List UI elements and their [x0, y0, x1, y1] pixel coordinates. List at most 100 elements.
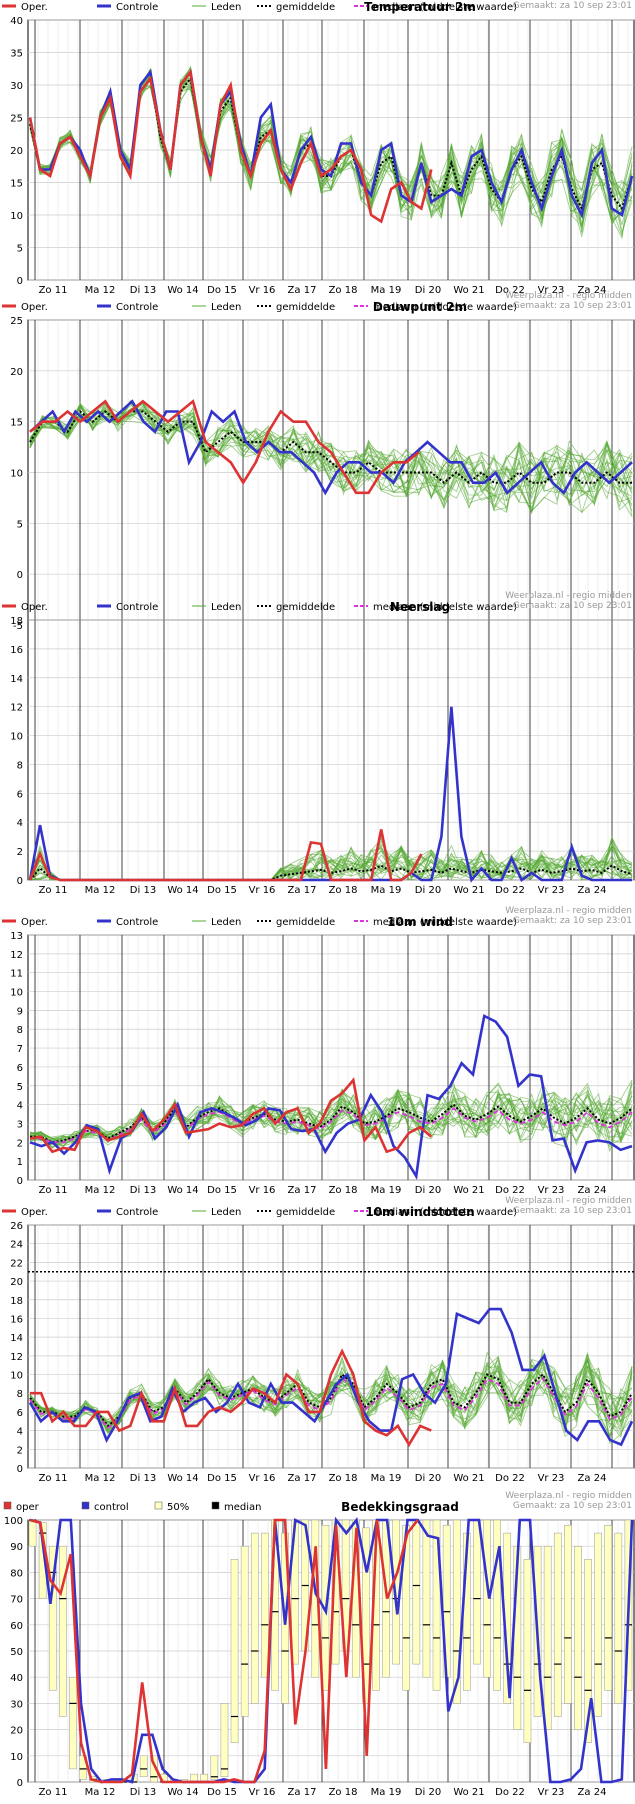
- y-tick-label: 5: [17, 1082, 23, 1093]
- band-bar: [412, 1519, 421, 1665]
- x-tick-label: Ma 19: [371, 1185, 402, 1196]
- x-tick-label: Vr 16: [249, 885, 276, 896]
- panel-2: Oper. Controle Leden gemiddelde mediaan (mid…: [2, 291, 635, 641]
- legend-swatch-p50: [154, 1501, 163, 1510]
- x-tick-label: Zo 11: [39, 1473, 68, 1484]
- y-tick-label: 90: [10, 1542, 23, 1553]
- y-tick-label: 10: [10, 211, 23, 222]
- x-tick-label: Zo 11: [39, 1787, 68, 1798]
- y-tick-label: 8: [17, 1389, 23, 1400]
- x-tick-label: Do 15: [207, 885, 237, 896]
- x-tick-label: Di 20: [415, 285, 441, 296]
- y-tick-label: 18: [10, 1296, 23, 1307]
- band-bar: [48, 1545, 57, 1691]
- y-tick-label: 0: [17, 1778, 23, 1789]
- x-tick-label: Vr 23: [538, 1787, 565, 1798]
- y-tick-label: 10: [10, 469, 23, 480]
- y-tick-label: 40: [10, 16, 23, 27]
- band-bar: [584, 1559, 592, 1743]
- x-tick-label: Vr 16: [249, 285, 276, 296]
- legend-label-median: mediaan (middelste waarde): [373, 302, 517, 313]
- site-credit: Weerplaza.nl - regio midden: [505, 591, 632, 601]
- y-tick-label: 25: [10, 114, 23, 125]
- x-tick-label: Wo 21: [453, 1473, 484, 1484]
- x-tick-label: Do 15: [207, 1473, 237, 1484]
- panel-6: oper control 50% median Bedekkingsgraad Weerp…: [3, 1491, 635, 1798]
- x-tick-label: Wo 21: [453, 1787, 484, 1798]
- x-tick-label: Ma 19: [371, 1473, 402, 1484]
- band-bar: [493, 1519, 501, 1691]
- y-tick-label: 8: [17, 760, 23, 771]
- ensemble-member-line: [29, 1092, 633, 1149]
- y-tick-label: 2: [17, 1445, 23, 1456]
- oper-series-line: [28, 68, 433, 224]
- oper-series-line: [30, 1348, 432, 1448]
- x-tick-label: Za 24: [578, 1473, 607, 1484]
- x-tick-label: Zo 11: [39, 285, 68, 296]
- chart-title: 10m windstoten: [365, 1205, 474, 1219]
- y-tick-label: 70: [10, 1595, 23, 1606]
- band-bar: [139, 1755, 148, 1778]
- band-bar: [523, 1559, 532, 1743]
- ensemble-member-line: [29, 402, 633, 505]
- band-bar: [230, 1559, 239, 1743]
- panel-3: Oper. Controle Leden gemiddelde mediaan (mid…: [2, 591, 635, 896]
- x-tick-label: Ma 12: [85, 285, 116, 296]
- y-tick-label: 0: [17, 1464, 23, 1475]
- x-tick-label: Za 17: [288, 1185, 317, 1196]
- legend-label-median: median: [224, 1502, 262, 1513]
- x-tick-label: Ma 19: [371, 1787, 402, 1798]
- x-tick-label: Za 24: [578, 885, 607, 896]
- median-series-line: [29, 1376, 633, 1430]
- x-tick-label: Za 17: [288, 1787, 317, 1798]
- band-bar: [574, 1545, 582, 1730]
- panel-4: Oper. Controle Leden gemiddelde mediaan (mid…: [2, 906, 635, 1196]
- y-tick-label: 5: [17, 244, 23, 255]
- oper-series-line: [29, 1518, 419, 1784]
- x-tick-label: Do 22: [495, 285, 525, 296]
- legend-label-members: Leden: [211, 302, 241, 313]
- chart-title: Bedekkingsgraad: [341, 1500, 459, 1514]
- y-tick-label: 15: [10, 418, 23, 429]
- y-tick-label: 11: [10, 969, 23, 980]
- x-tick-label: Wo 14: [167, 1473, 198, 1484]
- x-tick-label: Di 13: [130, 1473, 156, 1484]
- band-bar: [604, 1524, 613, 1691]
- x-tick-label: Ma 12: [85, 885, 116, 896]
- y-tick-label: 24: [10, 1240, 23, 1251]
- y-tick-label: 7: [17, 1044, 23, 1055]
- band-bar: [614, 1532, 623, 1704]
- x-tick-label: Za 24: [578, 285, 607, 296]
- y-tick-label: 80: [10, 1568, 23, 1579]
- y-tick-label: 13: [10, 931, 23, 942]
- y-tick-label: 50: [10, 1647, 23, 1658]
- x-tick-label: Vr 16: [249, 1185, 276, 1196]
- y-tick-label: 6: [17, 1408, 23, 1419]
- y-tick-label: 2: [17, 1138, 23, 1149]
- oper-series-line: [29, 1077, 433, 1154]
- site-credit: Weerplaza.nl - regio midden: [505, 906, 632, 916]
- ensemble-member-line: [29, 1079, 633, 1144]
- ensemble-member-line: [29, 1093, 633, 1148]
- y-tick-label: 18: [10, 616, 23, 627]
- legend-label-members: Leden: [211, 917, 241, 928]
- y-tick-label: 10: [10, 988, 23, 999]
- y-tick-label: 5: [17, 519, 23, 530]
- x-tick-label: Zo 11: [39, 1185, 68, 1196]
- x-tick-label: Vr 23: [538, 285, 565, 296]
- band-bar: [69, 1676, 77, 1770]
- y-tick-label: 4: [17, 818, 23, 829]
- y-tick-label: 25: [10, 316, 23, 327]
- ensemble-member-line: [29, 1363, 633, 1422]
- x-tick-label: Wo 21: [453, 285, 484, 296]
- y-tick-label: 20: [10, 1277, 23, 1288]
- y-tick-label: 9: [17, 1006, 23, 1017]
- legend-label-control: Controle: [116, 2, 158, 13]
- x-tick-label: Zo 18: [329, 885, 358, 896]
- x-tick-label: Di 20: [415, 1473, 441, 1484]
- y-tick-label: 12: [10, 950, 23, 961]
- ensemble-member-line: [29, 1088, 633, 1147]
- legend-swatch-oper: [3, 1501, 12, 1510]
- legend-label-oper: Oper.: [21, 302, 48, 313]
